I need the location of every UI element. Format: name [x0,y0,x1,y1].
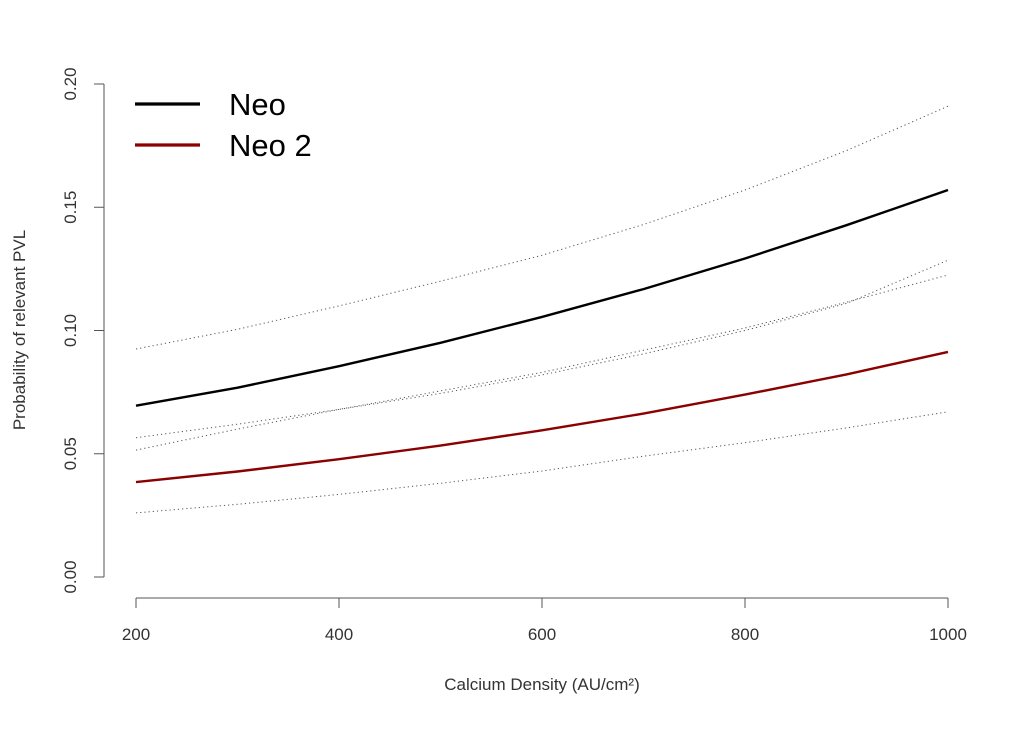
ci-upper-line [135,105,949,350]
x-ticks: 200 400 600 800 1000 [122,598,967,644]
confidence-intervals [135,105,949,514]
x-tick-label: 400 [325,625,353,644]
x-tick-label: 800 [731,625,759,644]
x-tick-label: 200 [122,625,150,644]
y-tick-label: 0.20 [61,67,80,100]
y-tick-label: 0.00 [61,560,80,593]
legend: Neo Neo 2 [135,87,312,163]
y-tick-label: 0.05 [61,437,80,470]
legend-label: Neo 2 [229,128,312,163]
series-line-0 [135,188,949,407]
y-ticks: 0.00 0.05 0.10 0.15 0.20 [61,67,104,594]
y-tick-label: 0.10 [61,314,80,347]
x-axis-title: Calcium Density (AU/cm²) [444,675,640,694]
y-axis-title: Probability of relevant PVL [10,230,29,430]
ci-upper-line [135,259,949,439]
series-line-1 [135,350,949,484]
ci-lower-line [135,274,949,451]
x-tick-label: 1000 [929,625,967,644]
ci-lower-line [135,411,949,514]
x-tick-label: 600 [528,625,556,644]
y-tick-label: 0.15 [61,191,80,224]
legend-label: Neo [229,87,286,122]
series-lines [135,188,949,484]
